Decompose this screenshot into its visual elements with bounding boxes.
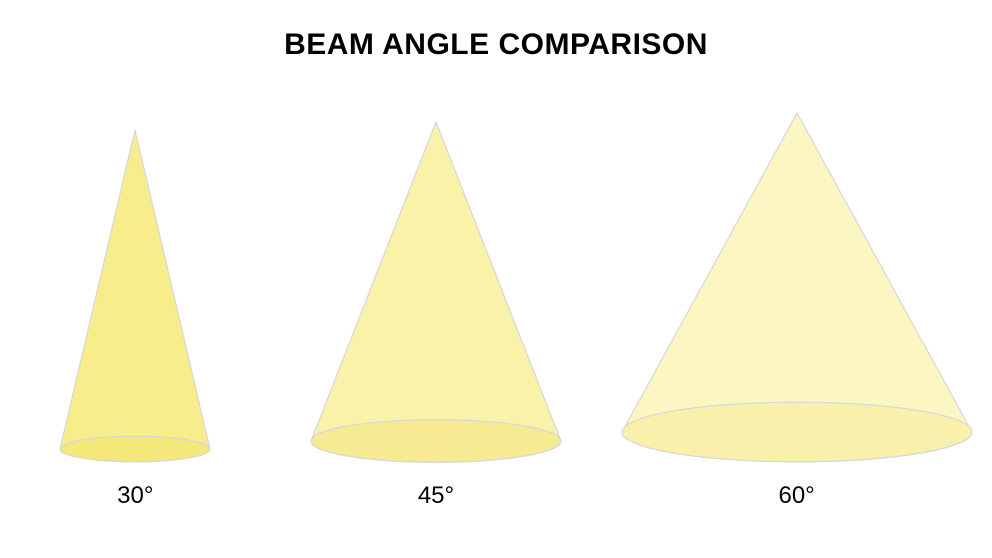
cone-label: 45° <box>418 482 454 510</box>
cone-graphic <box>276 124 596 464</box>
page-title: BEAM ANGLE COMPARISON <box>0 28 992 62</box>
cone-45: 45° <box>276 124 596 510</box>
cone-label: 30° <box>117 482 153 510</box>
cone-30: 30° <box>5 124 265 510</box>
cone-graphic <box>607 124 987 464</box>
cone-graphic <box>5 124 265 464</box>
cone-60: 60° <box>607 124 987 510</box>
beam-cone-icon <box>620 112 974 464</box>
beam-cone-icon <box>309 121 563 464</box>
cone-label: 60° <box>778 482 814 510</box>
beam-cone-icon <box>58 129 212 464</box>
cones-row: 30° 45° 60° <box>0 120 992 510</box>
